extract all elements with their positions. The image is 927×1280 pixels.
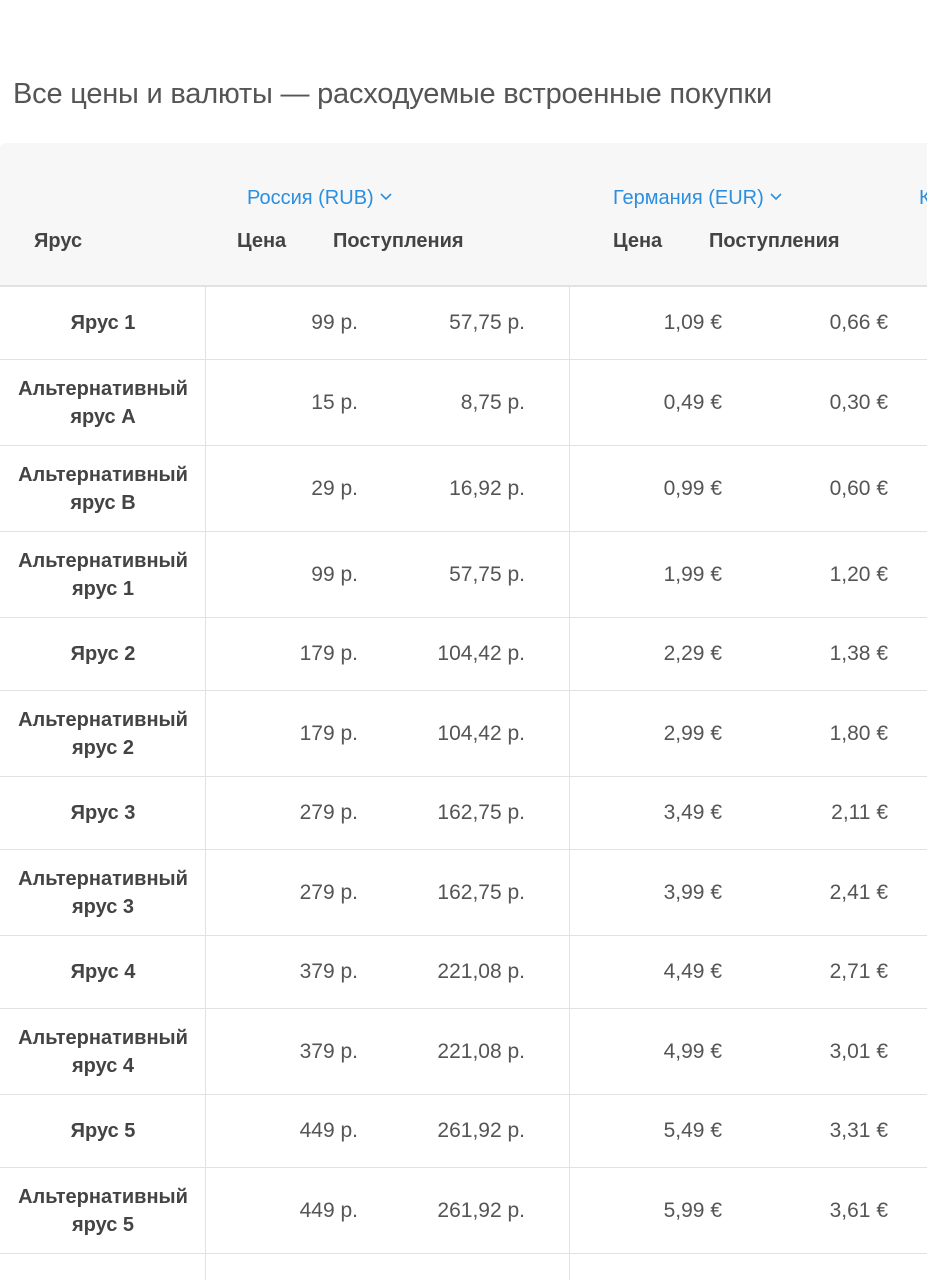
table-row: Альтернативный ярус A 15 р. 8,75 р. 0,49 € 0… (0, 360, 927, 446)
eur-proceeds: 0,60 € (829, 476, 888, 500)
rub-proceeds: 261,92 р. (437, 1198, 525, 1222)
rub-price: 279 р. (299, 880, 358, 904)
tier-name: Альтернативный ярус 3 (18, 867, 188, 918)
rub-proceeds: 162,75 р. (437, 880, 525, 904)
table-row: Альтернативный ярус 3 279 р. 162,75 р. 3,99… (0, 850, 927, 936)
country-label: К (919, 187, 927, 209)
chevron-down-icon (380, 193, 392, 200)
table-row: Альтернативный ярус 5 449 р. 261,92 р. 5,99… (0, 1168, 927, 1254)
column-divider (569, 287, 570, 1280)
eur-price: 1,09 € (663, 311, 722, 334)
eur-proceeds: 1,80 € (829, 721, 888, 745)
country-selector-next[interactable]: К (919, 187, 927, 210)
table-row: Ярус 1 99 р. 57,75 р. 1,09 € 0,66 € (0, 287, 927, 360)
tier-name: Альтернативный ярус 2 (18, 708, 188, 759)
table-row: Альтернативный ярус B 29 р. 16,92 р. 0,99 €… (0, 446, 927, 532)
eur-proceeds: 2,11 € (831, 801, 888, 824)
price-column-header-rub: Цена (237, 230, 287, 252)
table-row: Альтернативный ярус 4 379 р. 221,08 р. 4,99… (0, 1009, 927, 1095)
country-selector-russia[interactable]: Россия (RUB) (247, 187, 392, 210)
country-label: Германия (EUR) (613, 187, 764, 209)
rub-proceeds: 104,42 р. (437, 721, 525, 745)
tier-name: Ярус 2 (70, 643, 136, 665)
table-row: Ярус 3 279 р. 162,75 р. 3,49 € 2,11 € (0, 777, 927, 850)
eur-proceeds: 1,20 € (829, 562, 888, 586)
table-header (0, 143, 927, 287)
country-label: Россия (RUB) (247, 187, 374, 209)
eur-price: 4,49 € (663, 960, 722, 983)
rub-price: 279 р. (299, 801, 358, 824)
eur-proceeds: 3,61 € (829, 1198, 888, 1222)
rub-price: 449 р. (299, 1198, 358, 1222)
eur-price: 0,99 € (663, 476, 722, 500)
eur-price: 3,99 € (663, 880, 722, 904)
chevron-down-icon (770, 193, 782, 200)
rub-price: 379 р. (299, 960, 358, 983)
table-row: Ярус 2 179 р. 104,42 р. 2,29 € 1,38 € (0, 618, 927, 691)
tier-name: Альтернативный ярус 1 (18, 549, 188, 600)
eur-proceeds: 0,30 € (829, 390, 888, 414)
eur-proceeds: 2,71 € (829, 960, 888, 983)
eur-proceeds: 2,41 € (829, 880, 888, 904)
eur-price: 4,99 € (663, 1039, 722, 1063)
table-row: Альтернативный ярус 2 179 р. 104,42 р. 2,99… (0, 691, 927, 777)
rub-proceeds: 57,75 р. (449, 311, 525, 334)
rub-proceeds: 8,75 р. (460, 390, 525, 414)
rub-price: 179 р. (299, 642, 358, 665)
table-row: Альтернативный ярус 1 99 р. 57,75 р. 1,99 €… (0, 532, 927, 618)
rub-proceeds: 57,75 р. (449, 562, 525, 586)
eur-price: 2,99 € (663, 721, 722, 745)
table-row: Ярус 5 449 р. 261,92 р. 5,49 € 3,31 € (0, 1095, 927, 1168)
rub-price: 29 р. (311, 476, 358, 500)
price-column-header-eur: Цена (613, 230, 663, 252)
eur-price: 5,99 € (663, 1198, 722, 1222)
rub-proceeds: 221,08 р. (437, 960, 525, 983)
rub-proceeds: 16,92 р. (449, 476, 525, 500)
page-title: Все цены и валюты — расходуемые встроенн… (13, 78, 772, 110)
column-divider (205, 287, 206, 1280)
tier-name: Альтернативный ярус B (18, 463, 188, 514)
eur-proceeds: 1,38 € (829, 642, 888, 665)
tier-name: Альтернативный ярус 4 (18, 1026, 188, 1077)
eur-proceeds: 0,66 € (829, 311, 888, 334)
eur-proceeds: 3,01 € (829, 1039, 888, 1063)
eur-price: 1,99 € (663, 562, 722, 586)
rub-price: 99 р. (311, 562, 358, 586)
rub-price: 15 р. (311, 390, 358, 414)
proceeds-column-header-rub: Поступления (333, 230, 464, 252)
country-selector-germany[interactable]: Германия (EUR) (613, 187, 782, 210)
rub-price: 449 р. (299, 1119, 358, 1142)
eur-proceeds: 3,31 € (829, 1119, 888, 1142)
eur-price: 2,29 € (663, 642, 722, 665)
tier-name: Ярус 3 (70, 802, 136, 824)
table-row: Ярус 4 379 р. 221,08 р. 4,49 € 2,71 € (0, 936, 927, 1009)
rub-proceeds: 221,08 р. (437, 1039, 525, 1063)
rub-proceeds: 261,92 р. (437, 1119, 525, 1142)
tier-name: Ярус 1 (70, 312, 136, 334)
rub-price: 379 р. (299, 1039, 358, 1063)
tier-name: Альтернативный ярус 5 (18, 1185, 188, 1236)
proceeds-column-header-eur: Поступления (709, 230, 840, 252)
rub-proceeds: 162,75 р. (437, 801, 525, 824)
tier-name: Ярус 4 (70, 961, 136, 983)
eur-price: 5,49 € (663, 1119, 722, 1142)
tier-name: Ярус 5 (70, 1120, 136, 1142)
rub-proceeds: 104,42 р. (437, 642, 525, 665)
rub-price: 179 р. (299, 721, 358, 745)
tier-column-header: Ярус (34, 230, 83, 252)
eur-price: 3,49 € (663, 801, 722, 824)
eur-price: 0,49 € (663, 390, 722, 414)
tier-name: Альтернативный ярус A (18, 377, 188, 428)
rub-price: 99 р. (311, 311, 358, 334)
